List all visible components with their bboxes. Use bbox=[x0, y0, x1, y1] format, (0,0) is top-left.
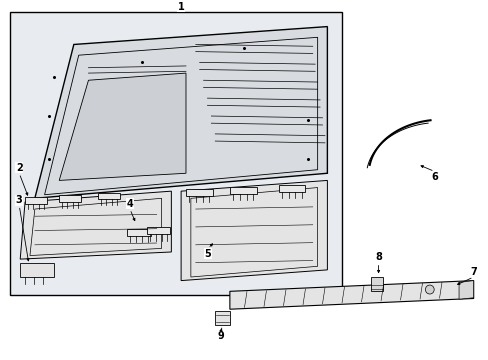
Polygon shape bbox=[229, 280, 473, 309]
Polygon shape bbox=[59, 73, 185, 180]
Polygon shape bbox=[215, 311, 229, 325]
Text: 2: 2 bbox=[16, 163, 22, 173]
Text: 3: 3 bbox=[16, 195, 22, 205]
Bar bbox=[98, 193, 120, 199]
Polygon shape bbox=[35, 27, 327, 198]
Bar bbox=[147, 227, 170, 234]
Polygon shape bbox=[458, 280, 473, 299]
Bar bbox=[10, 12, 341, 295]
Bar bbox=[25, 197, 47, 204]
Text: 8: 8 bbox=[374, 252, 381, 262]
Polygon shape bbox=[20, 263, 54, 277]
Text: 1: 1 bbox=[177, 2, 184, 12]
Text: 4: 4 bbox=[126, 199, 133, 209]
Bar bbox=[185, 189, 212, 196]
Text: 5: 5 bbox=[204, 249, 211, 259]
Text: 9: 9 bbox=[217, 331, 224, 341]
Polygon shape bbox=[20, 191, 171, 259]
Bar bbox=[59, 195, 81, 202]
Polygon shape bbox=[181, 180, 327, 280]
Bar bbox=[127, 229, 151, 236]
Text: 7: 7 bbox=[469, 267, 476, 276]
Bar bbox=[229, 187, 256, 194]
Bar bbox=[278, 185, 305, 192]
Ellipse shape bbox=[425, 285, 433, 294]
Text: 6: 6 bbox=[430, 172, 437, 182]
Bar bbox=[370, 277, 383, 291]
